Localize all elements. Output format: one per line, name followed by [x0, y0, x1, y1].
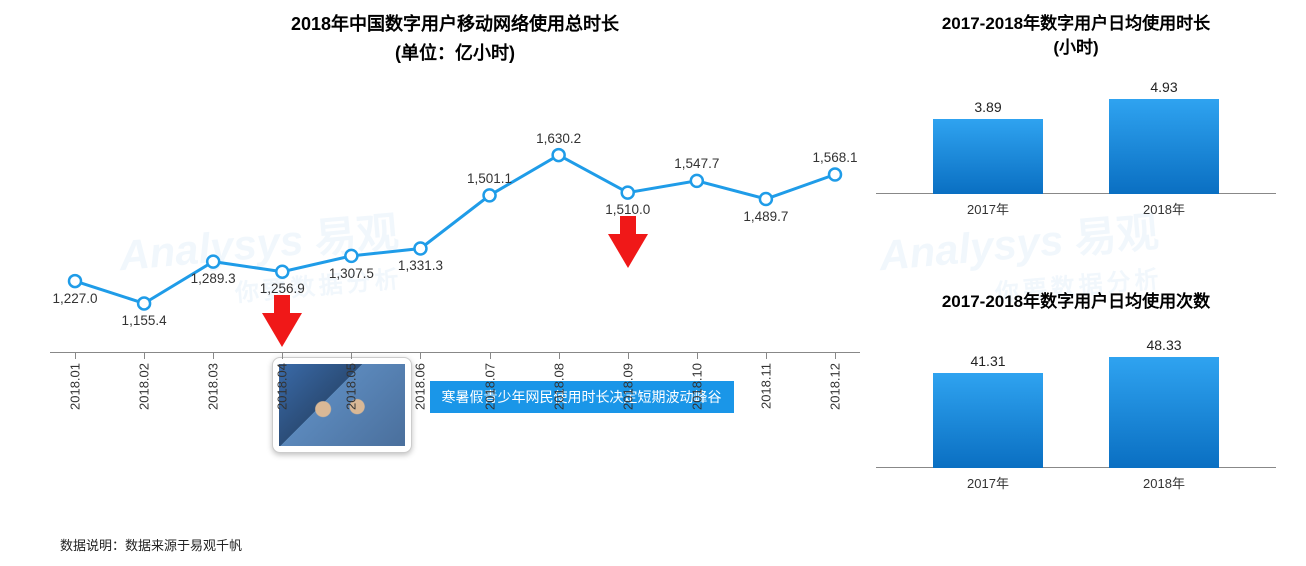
x-label: 2018.05	[344, 363, 359, 410]
x-label: 2018.08	[551, 363, 566, 410]
x-tick	[628, 353, 629, 359]
x-label: 2018.10	[689, 363, 704, 410]
x-tick	[697, 353, 698, 359]
line-chart-title: 2018年中国数字用户移动网络使用总时长 (单位：亿小时)	[50, 10, 860, 68]
x-label: 2018.01	[68, 363, 83, 410]
line-marker	[484, 189, 496, 201]
line-marker	[69, 275, 81, 287]
line-marker	[138, 297, 150, 309]
line-marker	[553, 149, 565, 161]
bar-value-label: 41.31	[970, 353, 1005, 369]
bar-chart-daily-hours: 2017-2018年数字用户日均使用时长 (小时) 3.89 2017年 4.93 2…	[876, 12, 1276, 252]
line-marker	[207, 255, 219, 267]
line-plot-area: 寒暑假青少年网民使用时长决定短期波动峰谷 2018.012018.022018.…	[50, 72, 860, 442]
line-value-label: 1,331.3	[398, 258, 443, 273]
bar-bottom-area: 41.31 2017年 48.33 2018年	[876, 322, 1276, 492]
bar-value-label: 48.33	[1146, 337, 1181, 353]
line-chart-total-usage: 2018年中国数字用户移动网络使用总时长 (单位：亿小时) 寒暑假青少年网民使用…	[50, 10, 860, 520]
bar-top-area: 3.89 2017年 4.93 2018年	[876, 68, 1276, 218]
x-axis: 2018.01 2018.02 2018.03 2018.04 2018.05 2018.…	[50, 352, 860, 442]
bar-top-title: 2017-2018年数字用户日均使用时长 (小时)	[876, 12, 1276, 60]
line-value-label: 1,547.7	[674, 156, 719, 171]
x-tick	[490, 353, 491, 359]
arrow-icon-sep	[608, 234, 648, 268]
x-tick	[75, 353, 76, 359]
bar-x-label: 2017年	[967, 199, 1009, 218]
x-tick	[213, 353, 214, 359]
bar-x-label: 2018年	[1143, 473, 1185, 492]
x-tick	[144, 353, 145, 359]
line-value-label: 1,256.9	[260, 281, 305, 296]
line-marker	[829, 168, 841, 180]
line-value-label: 1,307.5	[329, 266, 374, 281]
x-tick	[766, 353, 767, 359]
title-line2: (单位：亿小时)	[50, 39, 860, 68]
x-label: 2018.04	[275, 363, 290, 410]
x-label: 2018.07	[482, 363, 497, 410]
line-value-label: 1,630.2	[536, 131, 581, 146]
arrow-icon-apr	[262, 313, 302, 347]
bar	[933, 373, 1043, 468]
x-label: 2018.11	[758, 363, 773, 409]
line-value-label: 1,501.1	[467, 171, 512, 186]
line-value-label: 1,489.7	[743, 209, 788, 224]
x-tick	[282, 353, 283, 359]
line-value-label: 1,568.1	[812, 150, 857, 165]
title-line1: 2018年中国数字用户移动网络使用总时长	[50, 10, 860, 39]
x-tick	[420, 353, 421, 359]
bar-value-label: 4.93	[1150, 79, 1177, 95]
x-tick	[559, 353, 560, 359]
x-tick	[351, 353, 352, 359]
x-label: 2018.02	[137, 363, 152, 410]
bar	[1109, 99, 1219, 194]
bar-value-label: 3.89	[974, 99, 1001, 115]
bar-x-label: 2018年	[1143, 199, 1185, 218]
line-value-label: 1,510.0	[605, 202, 650, 217]
data-source-footnote: 数据说明：数据来源于易观千帆	[60, 535, 242, 554]
x-label: 2018.06	[413, 363, 428, 410]
line-series	[75, 155, 835, 303]
line-value-label: 1,289.3	[191, 271, 236, 286]
line-marker	[345, 250, 357, 262]
line-marker	[691, 174, 703, 186]
line-marker	[414, 242, 426, 254]
line-value-label: 1,227.0	[52, 291, 97, 306]
line-marker	[760, 193, 772, 205]
bar-chart-daily-count: 2017-2018年数字用户日均使用次数 41.31 2017年 48.33 2018…	[876, 290, 1276, 530]
line-marker	[622, 186, 634, 198]
x-label: 2018.09	[620, 363, 635, 410]
line-marker	[276, 265, 288, 277]
bar	[1109, 357, 1219, 468]
x-label: 2018.03	[206, 363, 221, 410]
bar-bottom-title: 2017-2018年数字用户日均使用次数	[876, 290, 1276, 314]
line-value-label: 1,155.4	[122, 313, 167, 328]
x-label: 2018.12	[828, 363, 843, 410]
x-tick	[835, 353, 836, 359]
bar	[933, 119, 1043, 194]
bar-x-label: 2017年	[967, 473, 1009, 492]
